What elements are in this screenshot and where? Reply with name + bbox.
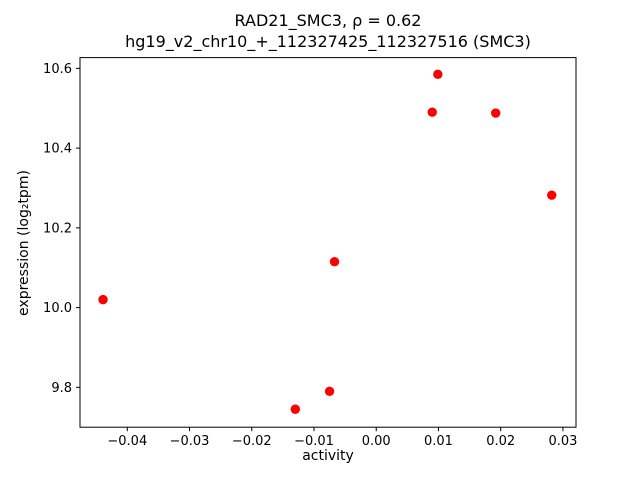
y-axis-label: expression (log₂tpm) — [16, 170, 32, 316]
x-axis-label: activity — [302, 448, 354, 464]
data-point — [427, 107, 437, 117]
y-tick-label: 9.8 — [51, 381, 72, 396]
data-point — [290, 404, 301, 414]
data-point — [329, 257, 340, 267]
x-tick-label: 0.00 — [362, 434, 391, 449]
x-tick-label: −0.02 — [232, 434, 272, 449]
plot-border — [79, 57, 577, 428]
chart-title-line2: hg19_v2_chr10_+_112327425_112327516 (SMC… — [125, 32, 531, 51]
x-tick-label: −0.03 — [170, 434, 210, 449]
y-tick-label: 10.4 — [43, 142, 72, 157]
y-tick-label: 10.6 — [43, 62, 72, 77]
x-tick-label: 0.01 — [424, 434, 453, 449]
data-point — [547, 190, 557, 200]
data-point — [433, 69, 443, 80]
data-point — [98, 294, 108, 305]
x-tick-label: −0.04 — [107, 434, 147, 449]
data-point — [491, 108, 501, 118]
x-tick-label: 0.02 — [486, 434, 515, 449]
x-tick-label: 0.03 — [548, 434, 577, 449]
y-tick-label: 10.2 — [43, 221, 72, 236]
y-tick-label: 10.0 — [43, 301, 72, 316]
x-tick-label: −0.01 — [294, 434, 334, 449]
data-point — [324, 386, 335, 397]
chart-title: RAD21_SMC3, ρ = 0.62 hg19_v2_chr10_+_112… — [80, 10, 576, 52]
chart-title-line1: RAD21_SMC3, ρ = 0.62 — [234, 11, 422, 30]
